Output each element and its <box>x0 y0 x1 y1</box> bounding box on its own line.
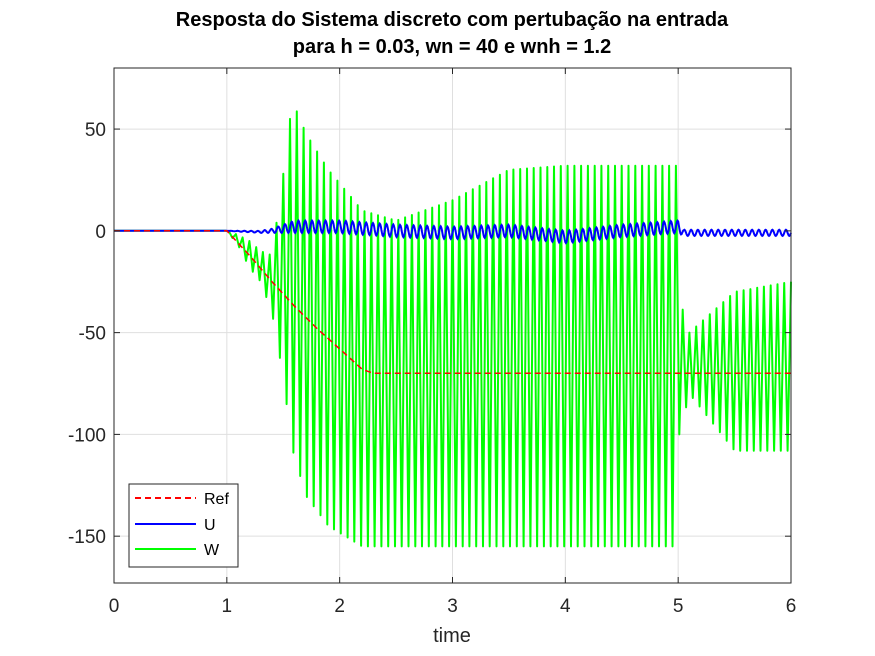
series-ref-line <box>114 230 791 375</box>
chart-title-line-1: Resposta do Sistema discreto com pertuba… <box>176 9 729 31</box>
y-tick-label: 0 <box>95 222 106 243</box>
legend: Ref U W <box>128 483 239 568</box>
x-tick-labels: 0 1 2 3 4 5 6 <box>109 596 797 617</box>
y-tick-label: 50 <box>85 120 106 141</box>
x-tick-label: 4 <box>560 596 571 617</box>
x-tick-label: 5 <box>673 596 684 617</box>
x-tick-label: 1 <box>222 596 233 617</box>
x-tick-label: 0 <box>109 596 120 617</box>
y-tick-labels: 50 0 -50 -100 -150 <box>68 120 106 548</box>
tick-marks <box>113 68 792 583</box>
x-tick-label: 2 <box>334 596 345 617</box>
y-tick-label: -100 <box>68 425 106 446</box>
y-tick-label: -150 <box>68 527 106 548</box>
legend-label-w: W <box>204 542 220 559</box>
legend-label-u: U <box>204 517 216 534</box>
legend-label-ref: Ref <box>204 491 229 508</box>
x-tick-label: 6 <box>786 596 797 617</box>
x-axis-label: time <box>433 625 471 647</box>
y-tick-label: -50 <box>79 324 106 345</box>
series-layer <box>114 110 792 548</box>
x-tick-label: 3 <box>447 596 458 617</box>
chart-title-line-2: para h = 0.03, wn = 40 e wnh = 1.2 <box>293 36 612 58</box>
